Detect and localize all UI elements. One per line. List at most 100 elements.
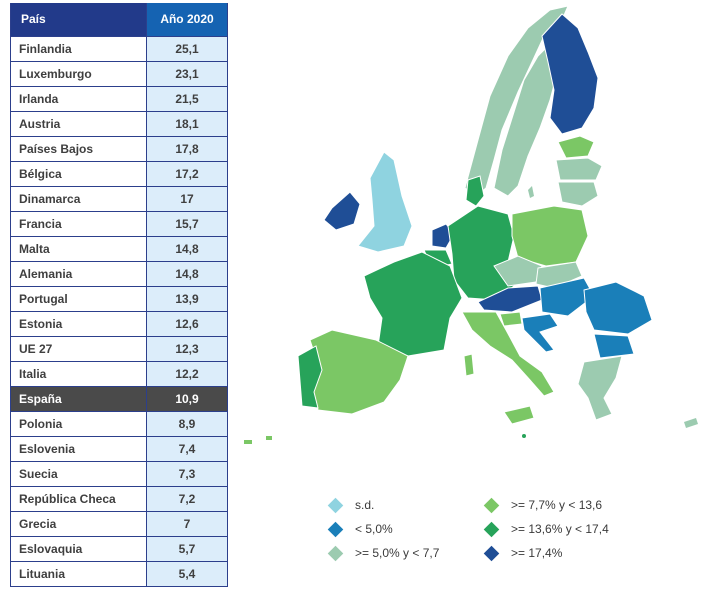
value-cell: 14,8 — [146, 261, 228, 287]
country-cell: Alemania — [10, 261, 147, 287]
map-islands — [244, 436, 272, 444]
map-hungary — [539, 277, 595, 317]
country-cell: Finlandia — [10, 36, 147, 62]
country-cell: Estonia — [10, 311, 147, 337]
map-sicily — [503, 405, 535, 425]
country-cell: Irlanda — [10, 86, 147, 112]
map-bulgaria — [593, 333, 635, 359]
country-cell: Suecia — [10, 461, 147, 487]
table-row: Eslovaquia 5,7 — [10, 536, 228, 562]
map-croatia — [521, 313, 559, 353]
table-row: España 10,9 — [10, 386, 228, 412]
value-cell: 5,4 — [146, 561, 228, 587]
country-cell: UE 27 — [10, 336, 147, 362]
legend-label: >= 5,0% y < 7,7 — [355, 546, 440, 560]
legend-diamond-icon — [483, 521, 500, 537]
table-row: Alemania 14,8 — [10, 261, 228, 287]
value-cell: 7 — [146, 511, 228, 537]
value-cell: 23,1 — [146, 61, 228, 87]
value-cell: 12,6 — [146, 311, 228, 337]
value-cell: 13,9 — [146, 286, 228, 312]
country-cell: Eslovaquia — [10, 536, 147, 562]
header-year: Año 2020 — [146, 3, 228, 37]
map-romania — [583, 281, 653, 335]
country-cell: Países Bajos — [10, 136, 147, 162]
value-cell: 17,8 — [146, 136, 228, 162]
table-row: República Checa 7,2 — [10, 486, 228, 512]
value-cell: 21,5 — [146, 86, 228, 112]
country-cell: España — [10, 386, 147, 412]
table-row: Francia 15,7 — [10, 211, 228, 237]
legend-diamond-icon — [327, 545, 344, 561]
legend-label: >= 7,7% y < 13,6 — [511, 498, 603, 512]
country-cell: Portugal — [10, 286, 147, 312]
legend-item-77-136: >= 7,7% y < 13,6 — [483, 497, 603, 513]
data-table: País Año 2020 Finlandia 25,1 Luxemburgo 23,… — [10, 3, 228, 587]
map-malta — [522, 434, 526, 438]
table-header-row: País Año 2020 — [10, 3, 228, 37]
value-cell: 7,3 — [146, 461, 228, 487]
value-cell: 12,2 — [146, 361, 228, 387]
europe-map — [244, 5, 698, 444]
country-cell: República Checa — [10, 486, 147, 512]
map-legend: s.d. < 5,0% >= 5,0% y < 7,7 >= 7,7% y < … — [326, 497, 686, 568]
table-row: Eslovenia 7,4 — [10, 436, 228, 462]
legend-diamond-icon — [327, 497, 344, 513]
value-cell: 5,7 — [146, 536, 228, 562]
table-row: Suecia 7,3 — [10, 461, 228, 487]
country-cell: Austria — [10, 111, 147, 137]
country-cell: Bélgica — [10, 161, 147, 187]
map-cyprus — [684, 418, 698, 428]
legend-item-lt5: < 5,0% — [327, 521, 393, 537]
header-country: País — [10, 3, 147, 37]
country-cell: Francia — [10, 211, 147, 237]
map-gotland — [528, 186, 534, 198]
map-latvia — [555, 157, 603, 181]
legend-label: >= 13,6% y < 17,4 — [511, 522, 609, 536]
table-row: Luxemburgo 23,1 — [10, 61, 228, 87]
value-cell: 17 — [146, 186, 228, 212]
legend-diamond-icon — [483, 497, 500, 513]
country-cell: Grecia — [10, 511, 147, 537]
map-slovenia — [499, 311, 523, 327]
table-row: Austria 18,1 — [10, 111, 228, 137]
country-cell: Polonia — [10, 411, 147, 437]
map-germany — [447, 205, 515, 301]
table-body: País Año 2020 Finlandia 25,1 Luxemburgo 23,… — [10, 3, 228, 587]
map-estonia — [557, 135, 595, 159]
value-cell: 18,1 — [146, 111, 228, 137]
value-cell: 8,9 — [146, 411, 228, 437]
value-cell: 7,4 — [146, 436, 228, 462]
table-row: Portugal 13,9 — [10, 286, 228, 312]
map-poland — [511, 205, 589, 267]
table-row: UE 27 12,3 — [10, 336, 228, 362]
table-row: Finlandia 25,1 — [10, 36, 228, 62]
table-row: Dinamarca 17 — [10, 186, 228, 212]
map-ireland — [323, 191, 361, 231]
value-cell: 12,3 — [146, 336, 228, 362]
legend-item-136-174: >= 13,6% y < 17,4 — [483, 521, 609, 537]
value-cell: 10,9 — [146, 386, 228, 412]
country-cell: Italia — [10, 361, 147, 387]
map-greece — [577, 355, 623, 421]
table-row: Polonia 8,9 — [10, 411, 228, 437]
value-cell: 15,7 — [146, 211, 228, 237]
legend-item-ge174: >= 17,4% — [483, 545, 562, 561]
legend-item-5-77: >= 5,0% y < 7,7 — [327, 545, 440, 561]
table-row: Italia 12,2 — [10, 361, 228, 387]
table-row: Estonia 12,6 — [10, 311, 228, 337]
map-finland — [541, 13, 599, 135]
country-cell: Dinamarca — [10, 186, 147, 212]
legend-label: < 5,0% — [355, 522, 393, 536]
legend-item-sd: s.d. — [327, 497, 375, 513]
country-cell: Luxemburgo — [10, 61, 147, 87]
country-cell: Lituania — [10, 561, 147, 587]
map-france — [363, 251, 463, 357]
country-cell: Malta — [10, 236, 147, 262]
table-row: Grecia 7 — [10, 511, 228, 537]
legend-label: s.d. — [355, 498, 375, 512]
table-row: Países Bajos 17,8 — [10, 136, 228, 162]
value-cell: 7,2 — [146, 486, 228, 512]
table-row: Irlanda 21,5 — [10, 86, 228, 112]
table-row: Lituania 5,4 — [10, 561, 228, 587]
